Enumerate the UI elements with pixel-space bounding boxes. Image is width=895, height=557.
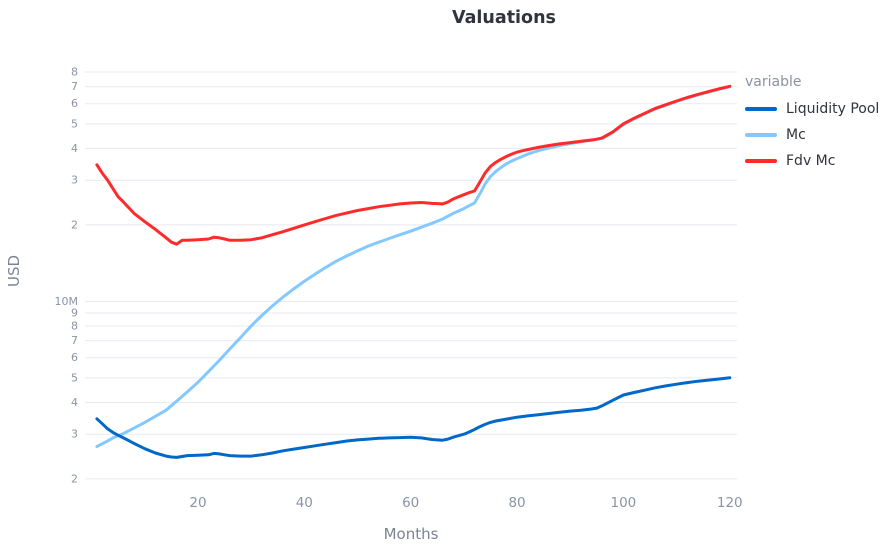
legend: variable Liquidity Pool Mc Fdv Mc [745, 74, 879, 174]
y-tick-label: 9 [71, 307, 78, 320]
y-tick-label: 7 [71, 334, 78, 347]
x-axis-title: Months [383, 525, 439, 543]
y-tick-label: 5 [71, 117, 78, 130]
series-line-fdv-mc[interactable] [95, 84, 732, 246]
x-tick-label: 60 [402, 495, 419, 511]
chart-title: Valuations [452, 8, 556, 28]
y-tick-label: 5 [71, 371, 78, 384]
y-tick-label: 2 [71, 472, 78, 485]
x-tick-label: 120 [717, 495, 743, 511]
y-tick-label: 6 [71, 351, 78, 364]
x-tick-label: 40 [296, 495, 313, 511]
y-tick-label: 4 [71, 142, 78, 155]
y-tick-label: 3 [71, 428, 78, 441]
y-tick-label: 3 [71, 174, 78, 187]
y-tick-label: 4 [71, 396, 78, 409]
legend-label: Fdv Mc [786, 153, 836, 169]
y-axis-title: USD [5, 254, 23, 288]
y-tick-label: 2 [71, 218, 78, 231]
legend-label: Mc [786, 127, 806, 143]
legend-label: Liquidity Pool [786, 101, 880, 117]
legend-item-fdv-mc[interactable]: Fdv Mc [745, 148, 879, 174]
legend-items: Liquidity Pool Mc Fdv Mc [745, 96, 879, 174]
x-tick-labels: 20 40 60 80 100 120 [189, 495, 742, 511]
y-tick-label: 8 [71, 66, 78, 79]
legend-swatch-line-icon [745, 133, 777, 137]
y-tick-label: 8 [71, 320, 78, 333]
legend-swatch-line-icon [745, 107, 777, 111]
x-tick-label: 20 [189, 495, 206, 511]
gridlines [85, 71, 737, 480]
series-line-liquidity-pool[interactable] [95, 376, 732, 459]
legend-item-liquidity-pool[interactable]: Liquidity Pool [745, 96, 879, 122]
x-tick-label: 100 [611, 495, 637, 511]
y-tick-label: 7 [71, 80, 78, 93]
legend-title: variable [745, 74, 802, 90]
legend-swatch-line-icon [745, 159, 777, 163]
x-tick-label: 80 [508, 495, 525, 511]
y-tick-label: 6 [71, 97, 78, 110]
legend-item-mc[interactable]: Mc [745, 122, 879, 148]
y-tick-label: 10M [55, 295, 79, 308]
